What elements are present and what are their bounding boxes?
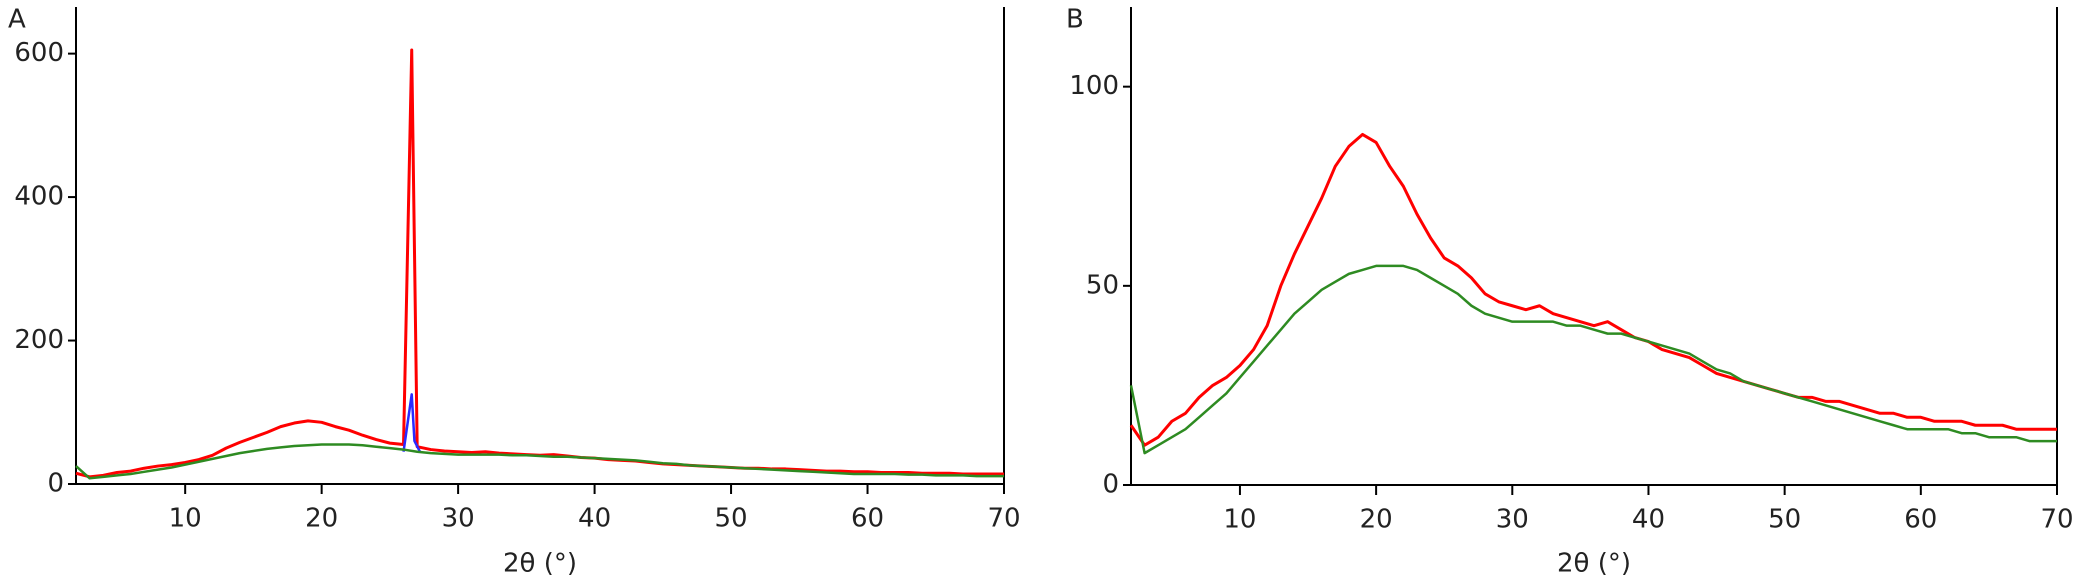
y-tick-label: 200	[14, 325, 64, 355]
x-tick-label: 40	[578, 504, 611, 534]
x-tick-label: 60	[851, 504, 884, 534]
x-tick-label: 70	[2040, 505, 2073, 535]
panel-label: B	[1066, 5, 1084, 35]
y-tick-label: 0	[1102, 470, 1119, 500]
y-tick-label: 100	[1069, 71, 1119, 101]
data-line	[1129, 264, 2057, 455]
y-tick-label: 600	[14, 38, 64, 68]
x-axis-label: 2θ (°)	[503, 549, 577, 579]
x-tick-label: 10	[1223, 505, 1256, 535]
data-line	[75, 48, 1004, 479]
data-line	[1129, 132, 2057, 447]
x-tick-label: 10	[169, 504, 202, 534]
panel-label: A	[8, 5, 26, 35]
x-tick-label: 20	[305, 504, 338, 534]
x-tick-label: 30	[442, 504, 475, 534]
x-tick-label: 50	[715, 504, 748, 534]
y-tick-label: 400	[14, 182, 64, 212]
data-line	[75, 443, 1004, 480]
x-tick-label: 20	[1360, 505, 1393, 535]
data-line	[402, 393, 422, 453]
x-tick-label: 60	[1904, 505, 1937, 535]
x-tick-label: 40	[1632, 505, 1665, 535]
y-tick-label: 0	[47, 469, 64, 499]
x-axis-label: 2θ (°)	[1557, 549, 1631, 579]
x-tick-label: 50	[1768, 505, 1801, 535]
y-tick-label: 50	[1086, 270, 1119, 300]
x-tick-label: 30	[1496, 505, 1529, 535]
x-tick-label: 70	[987, 504, 1020, 534]
